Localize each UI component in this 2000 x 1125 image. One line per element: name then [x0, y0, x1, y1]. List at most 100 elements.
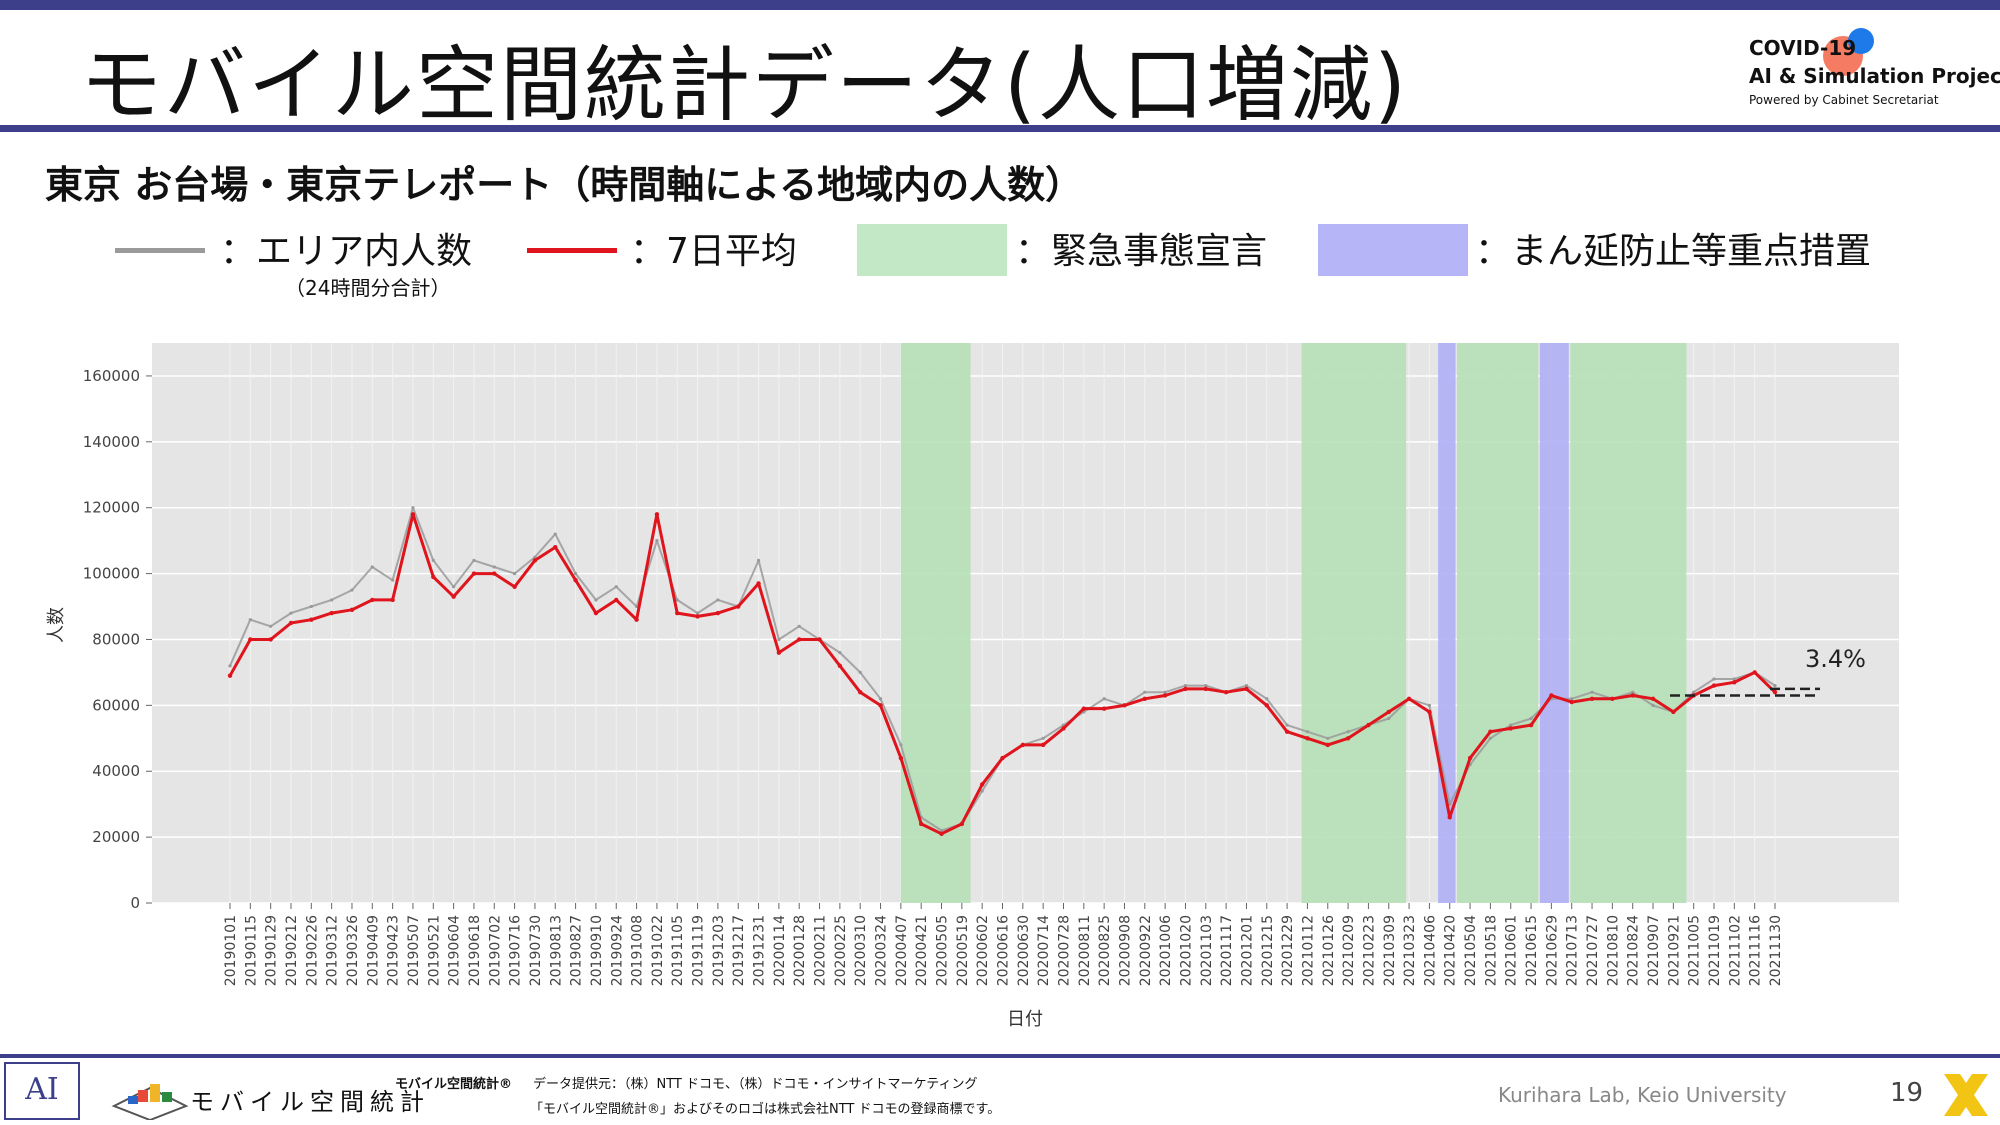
x-tick-label: 20211116	[1748, 915, 1764, 986]
series-7day-average-point	[918, 821, 924, 827]
x-tick-label: 20210309	[1382, 915, 1398, 986]
legend-emergency-label: ：緊急事態宣言	[1015, 231, 1268, 272]
series-7day-average-point	[1447, 815, 1452, 820]
series-area-count-point	[228, 664, 232, 668]
x-tick-label: 20190827	[569, 915, 585, 986]
series-area-count-point	[309, 604, 313, 609]
series-7day-average-point	[370, 597, 375, 603]
series-7day-average-point	[1122, 703, 1127, 708]
x-tick-label: 20191105	[670, 915, 686, 986]
x-tick-label: 20210223	[1361, 915, 1377, 986]
series-area-count-point	[513, 571, 517, 576]
footer-data-credit: データ提供元：（株）NTT ドコモ、（株）ドコモ・インサイトマーケティング	[533, 1077, 978, 1092]
series-area-count-point	[350, 588, 354, 592]
series-7day-average-point	[1386, 709, 1391, 715]
series-area-count-point	[1509, 723, 1513, 727]
x-tick-label: 20190716	[508, 915, 524, 986]
series-7day-average-point	[1630, 693, 1635, 698]
series-area-count-point	[411, 506, 415, 510]
x-tick-label: 20210713	[1565, 915, 1581, 986]
x-brand-icon	[1944, 1074, 1988, 1116]
series-area-count-point	[1427, 703, 1432, 707]
legend-priority-swatch	[1318, 224, 1468, 276]
x-tick-label: 20200505	[935, 915, 951, 986]
series-area-count-point	[452, 585, 456, 589]
x-tick-label: 20210504	[1463, 915, 1479, 986]
y-tick-label: 60000	[92, 696, 140, 714]
x-tick-label: 20210518	[1483, 915, 1499, 986]
x-axis-label: 日付	[1007, 1009, 1043, 1030]
x-tick-label: 20200728	[1056, 915, 1072, 986]
page-number: 19	[1890, 1078, 1924, 1108]
series-7day-average-point	[1040, 742, 1046, 748]
series-7day-average-point	[695, 614, 700, 619]
series-area-count-point	[756, 558, 761, 563]
priority-period-band	[1438, 343, 1456, 903]
x-tick-label: 20210615	[1524, 915, 1540, 986]
legend-raw-note: （24時間分合計）	[285, 276, 451, 300]
series-7day-average-point	[431, 574, 436, 580]
series-area-count-point	[1387, 716, 1391, 721]
series-7day-average-point	[1528, 722, 1534, 728]
series-7day-average-point	[227, 673, 233, 678]
chart-subtitle: 東京 お台場・東京テレポート（時間軸による地域内の人数）	[45, 163, 1084, 207]
series-7day-average-point	[288, 620, 294, 626]
series-7day-average-point	[715, 610, 721, 616]
x-tick-label: 20201103	[1199, 915, 1215, 986]
series-7day-average-point	[573, 577, 578, 583]
series-7day-average-point	[349, 607, 355, 613]
series-area-count-point	[269, 624, 273, 628]
series-7day-average-point	[1183, 686, 1188, 692]
y-axis-label: 人数	[46, 607, 67, 643]
x-tick-label: 20201229	[1280, 915, 1296, 986]
series-7day-average-point	[1427, 709, 1432, 715]
x-tick-label: 20200908	[1117, 915, 1133, 986]
series-7day-average-point	[614, 597, 619, 603]
x-tick-label: 20200211	[813, 915, 829, 986]
series-7day-average-point	[471, 571, 477, 576]
series-7day-average-point	[939, 831, 944, 837]
series-7day-average-point	[532, 558, 538, 563]
priority-period-band	[1539, 343, 1569, 903]
y-tick-label: 0	[130, 894, 140, 912]
series-7day-average-point	[878, 703, 883, 708]
series-7day-average-point	[1569, 699, 1574, 705]
series-area-count-point	[370, 565, 374, 569]
x-tick-label: 20190910	[589, 915, 605, 986]
series-area-count-point	[797, 624, 801, 628]
x-tick-label: 20191231	[752, 915, 768, 986]
x-tick-label: 20190423	[386, 915, 402, 986]
x-tick-label: 20211005	[1687, 915, 1703, 986]
x-tick-label: 20191008	[630, 915, 646, 986]
series-7day-average-point	[492, 571, 497, 576]
series-7day-average-point	[1020, 742, 1026, 748]
series-area-count-point	[594, 598, 598, 602]
footer-rule	[0, 1054, 2000, 1058]
series-area-count-point	[1570, 697, 1574, 701]
series-7day-average-point	[1223, 689, 1229, 695]
series-area-count-point	[1204, 683, 1208, 688]
series-area-count-point	[533, 555, 537, 559]
x-tick-label: 20190924	[609, 915, 625, 986]
footer-trademark-notice: 「モバイル空間統計®」およびそのロゴは株式会社NTT ドコモの登録商標です。	[530, 1102, 1001, 1117]
series-area-count-point	[1773, 683, 1777, 688]
x-tick-label: 20191203	[711, 915, 727, 986]
series-7day-average-point	[451, 594, 456, 599]
series-7day-average-point	[736, 604, 741, 609]
series-7day-average-point	[1610, 696, 1615, 701]
x-tick-label: 20190702	[487, 915, 503, 986]
x-tick-label: 20200407	[894, 915, 910, 986]
series-7day-average-point	[1488, 729, 1493, 734]
chart-svg: 0 20000 40000 60000 80000 100000 120000 140000 1…	[46, 343, 1899, 1030]
series-7day-average-point	[1671, 709, 1676, 715]
x-tick-label: 20211102	[1727, 915, 1743, 986]
series-area-count-point	[614, 585, 618, 589]
slide-title: モバイル空間統計データ(人口増減)	[80, 38, 1408, 133]
series-7day-average-point	[1467, 755, 1473, 761]
series-area-count-point	[492, 565, 496, 569]
annotation: 3.4%	[1670, 645, 1866, 697]
series-area-count-point	[1590, 690, 1594, 694]
series-area-count-point	[716, 598, 720, 602]
x-tick-label: 20211019	[1707, 915, 1723, 986]
legend-priority-label: ：まん延防止等重点措置	[1475, 231, 1872, 272]
